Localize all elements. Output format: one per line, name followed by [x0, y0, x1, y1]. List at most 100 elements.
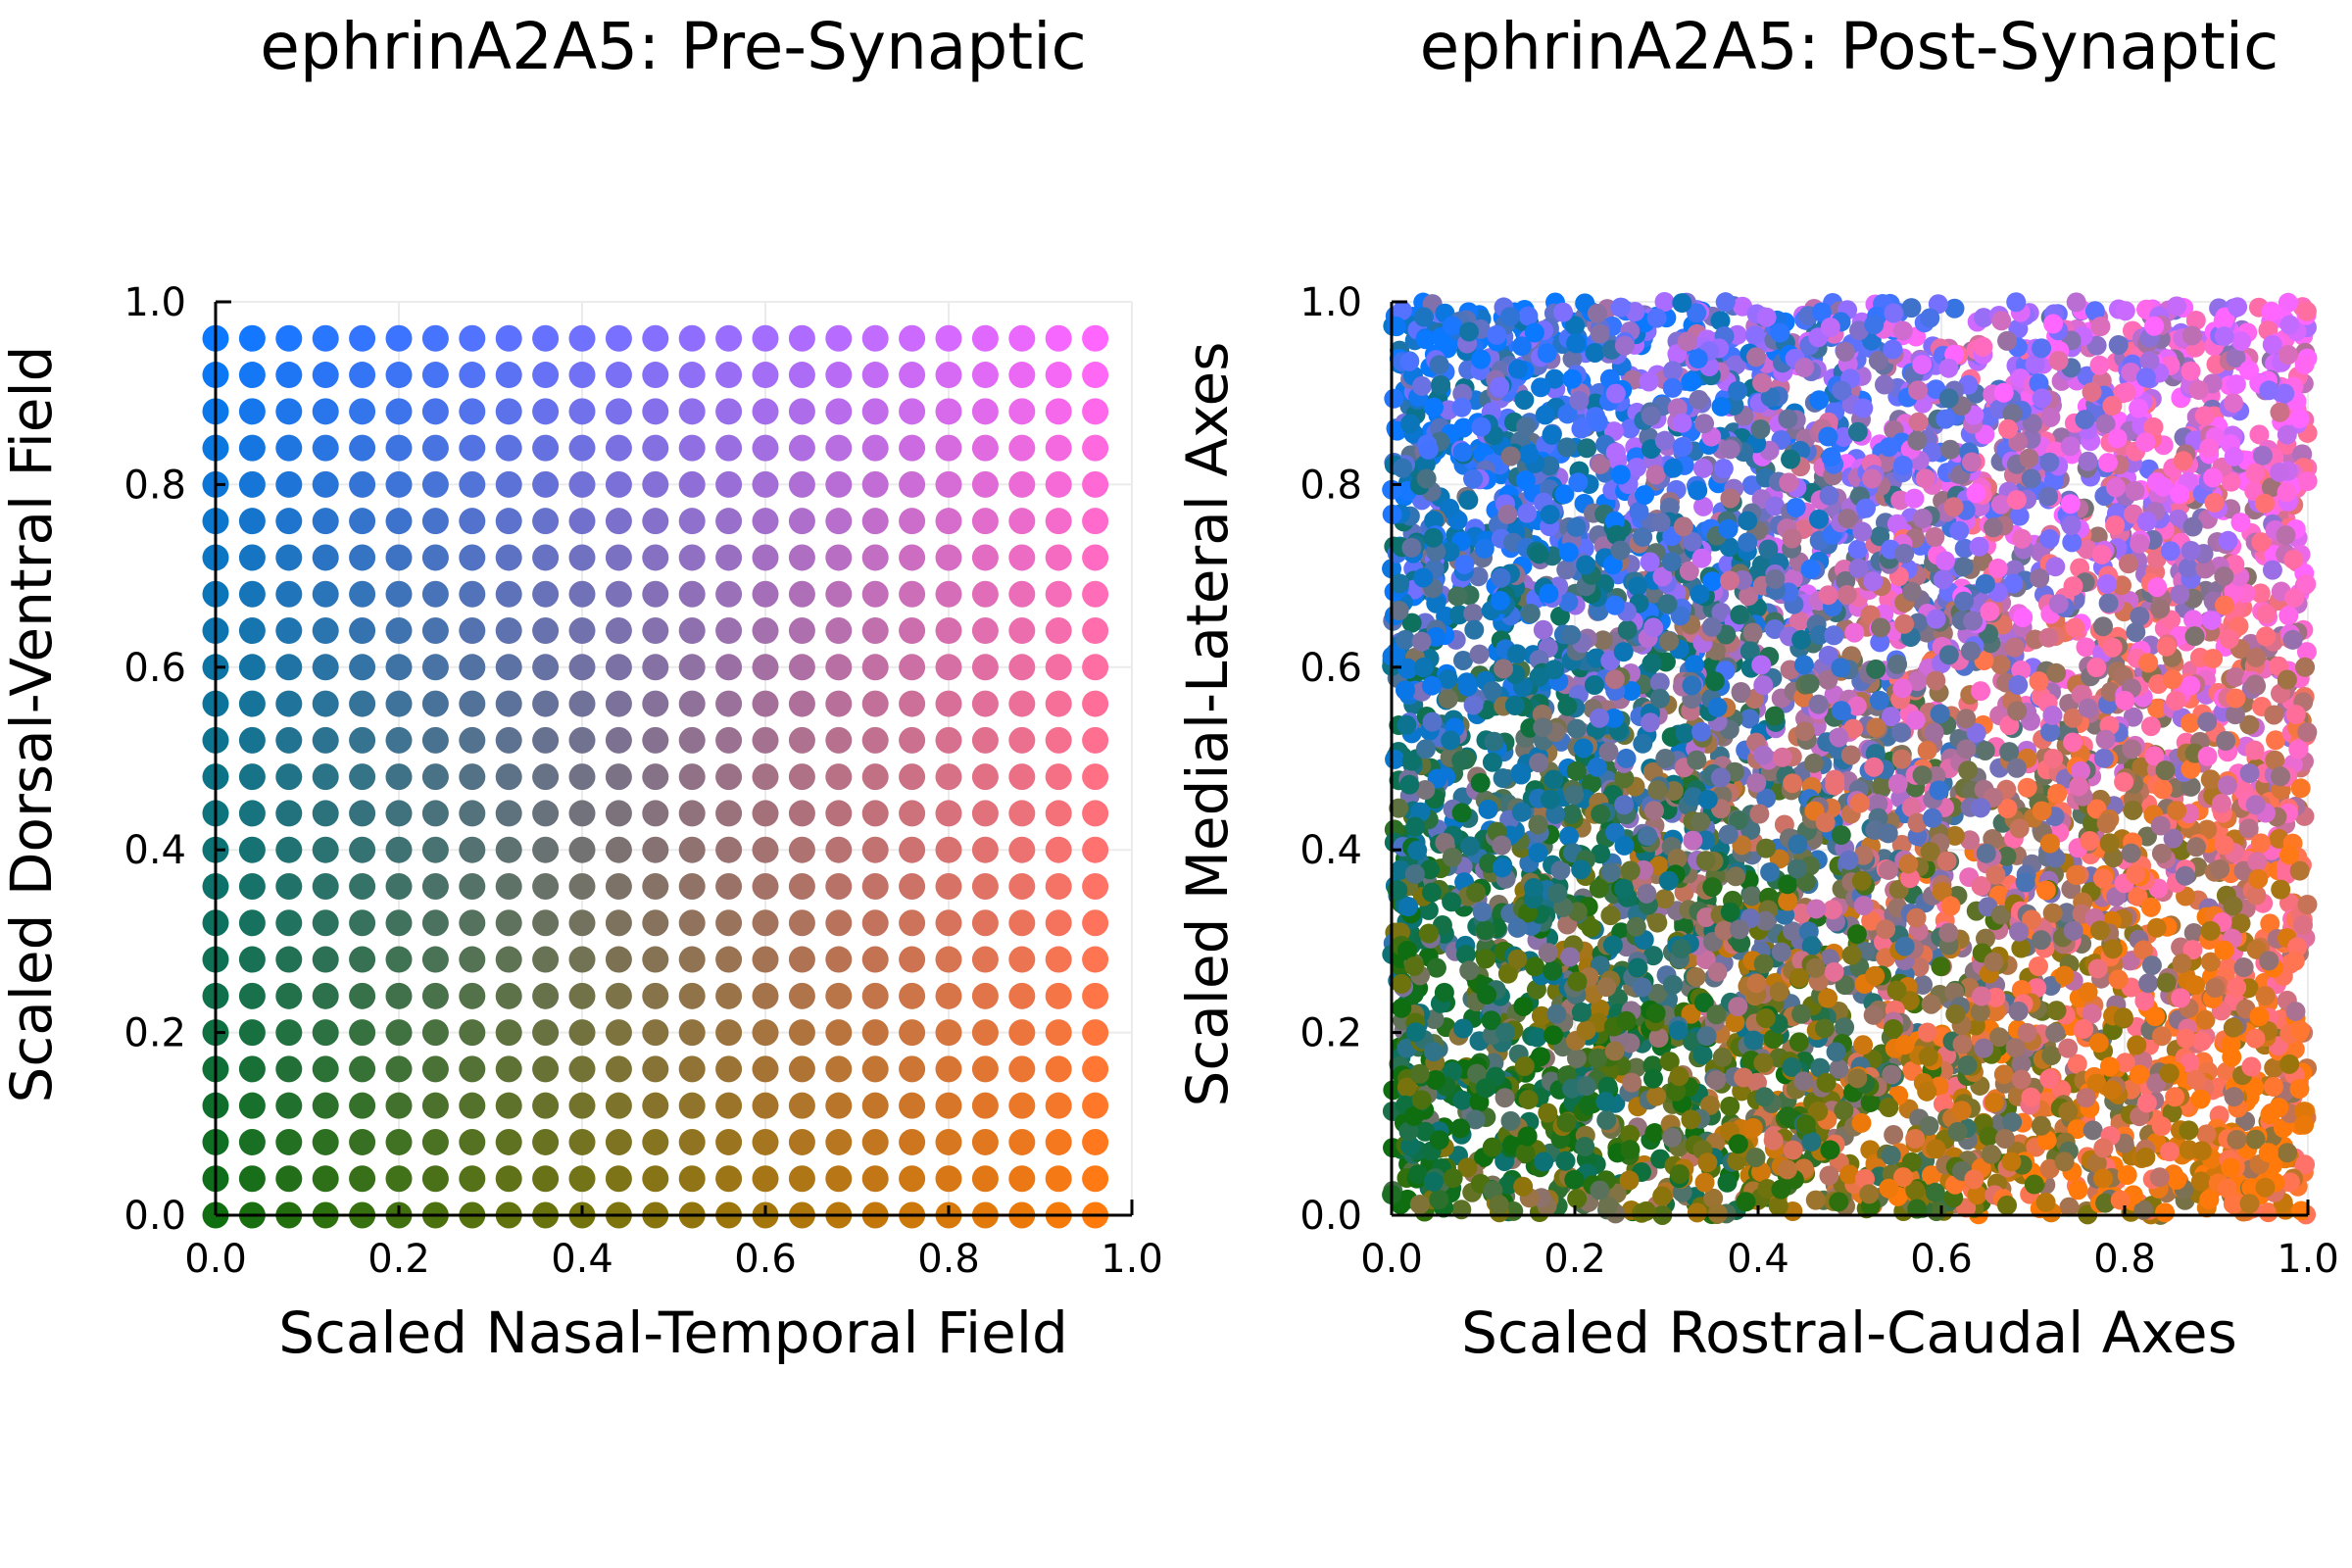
pre-point: [678, 470, 706, 498]
pre-point: [861, 909, 889, 937]
pre-point: [1045, 544, 1072, 571]
pre-point: [1082, 470, 1109, 498]
pre-point: [568, 800, 596, 827]
pre-point: [238, 654, 266, 681]
pre-point: [349, 690, 376, 717]
pre-point: [825, 324, 853, 352]
pre-point: [752, 763, 779, 791]
pre-point: [459, 617, 486, 645]
pre-y-tick-label: 1.0: [123, 280, 186, 325]
pre-point: [275, 362, 303, 389]
pre-point: [385, 544, 413, 571]
pre-point: [275, 690, 303, 717]
pre-point: [312, 763, 339, 791]
pre-point: [385, 617, 413, 645]
pre-point: [899, 398, 926, 425]
pre-point: [459, 800, 486, 827]
pre-point: [825, 508, 853, 535]
pre-point: [385, 470, 413, 498]
pre-point: [275, 909, 303, 937]
pre-point: [825, 1092, 853, 1119]
pre-point: [861, 690, 889, 717]
pre-point: [312, 1092, 339, 1119]
pre-point: [421, 654, 449, 681]
post-point: [1913, 974, 1934, 995]
pre-point: [238, 398, 266, 425]
pre-point: [715, 580, 743, 608]
pre-point: [459, 544, 486, 571]
pre-point: [642, 324, 669, 352]
pre-point: [788, 617, 815, 645]
pre-point: [861, 946, 889, 973]
pre-point: [861, 1165, 889, 1193]
pre-point: [238, 617, 266, 645]
pre-point: [349, 1165, 376, 1193]
post-point: [1974, 308, 1994, 328]
pre-point: [752, 1128, 779, 1155]
pre-point: [568, 909, 596, 937]
pre-point: [385, 982, 413, 1009]
pre-point: [568, 836, 596, 863]
pre-point: [312, 434, 339, 462]
post-point: [2065, 617, 2085, 638]
post-point: [1588, 1048, 1608, 1068]
pre-point: [935, 508, 962, 535]
pre-point: [899, 763, 926, 791]
post-point: [1993, 1064, 2014, 1085]
post-point: [1515, 469, 1536, 490]
pre-point: [1008, 946, 1036, 973]
pre-point: [495, 1165, 522, 1193]
pre-point: [495, 800, 522, 827]
pre-point: [238, 580, 266, 608]
pre-point: [935, 763, 962, 791]
pre-y-tick-label: 0.8: [123, 463, 186, 508]
pre-point: [971, 1019, 999, 1047]
pre-point: [715, 1128, 743, 1155]
pre-point: [1045, 1055, 1072, 1083]
pre-point: [825, 544, 853, 571]
pre-point: [421, 800, 449, 827]
pre-point: [935, 470, 962, 498]
pre-point: [678, 434, 706, 462]
pre-point: [459, 324, 486, 352]
pre-point: [861, 836, 889, 863]
pre-point: [605, 1128, 632, 1155]
pre-point: [971, 617, 999, 645]
pre-point: [421, 982, 449, 1009]
pre-point: [1008, 470, 1036, 498]
pre-point: [935, 544, 962, 571]
pre-point: [605, 726, 632, 754]
pre-point: [275, 1055, 303, 1083]
pre-point: [1008, 1019, 1036, 1047]
pre-y-tick-label: 0.0: [123, 1194, 186, 1239]
pre-point: [459, 946, 486, 973]
pre-point: [1082, 1165, 1109, 1193]
post-point: [1645, 465, 1666, 485]
pre-point: [459, 909, 486, 937]
pre-point: [275, 1165, 303, 1193]
post-point: [2278, 606, 2299, 626]
pre-point: [568, 1055, 596, 1083]
pre-point: [752, 1092, 779, 1119]
pre-point: [1008, 909, 1036, 937]
post-point: [2224, 393, 2244, 414]
pre-point: [312, 508, 339, 535]
pre-y-tick-label: 0.6: [123, 646, 186, 691]
pre-point: [715, 872, 743, 900]
pre-point: [788, 434, 815, 462]
pre-point: [715, 1092, 743, 1119]
post-point: [1447, 586, 1468, 607]
post-point: [2270, 402, 2290, 422]
pre-point: [349, 398, 376, 425]
pre-point: [678, 362, 706, 389]
pre-point: [899, 1055, 926, 1083]
pre-point: [1008, 872, 1036, 900]
pre-point: [935, 1019, 962, 1047]
pre-point: [861, 654, 889, 681]
pre-point: [238, 324, 266, 352]
post-point: [1788, 1032, 1809, 1053]
post-point: [2006, 292, 2027, 313]
pre-point: [788, 508, 815, 535]
post-point: [1426, 957, 1446, 978]
pre-point: [495, 909, 522, 937]
